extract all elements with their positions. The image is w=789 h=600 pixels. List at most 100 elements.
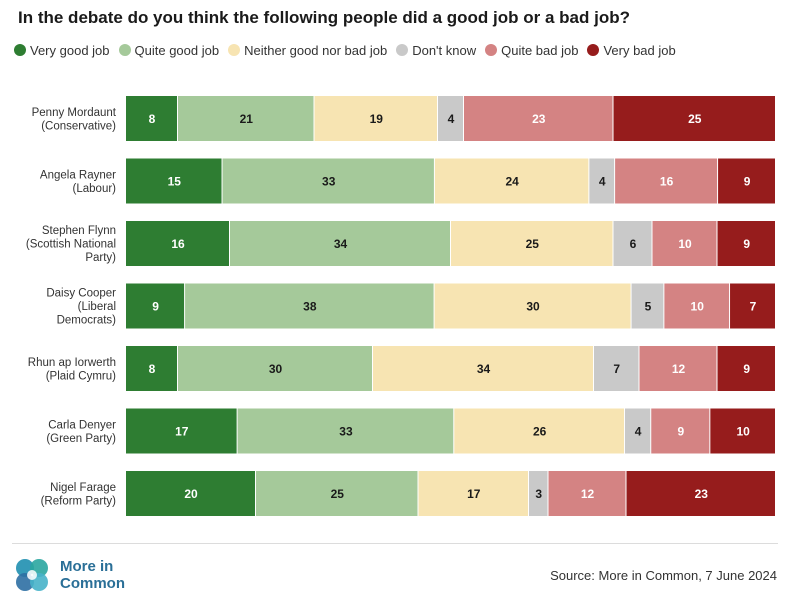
bar-row: 16 34 25 6 10 9 <box>126 221 775 266</box>
data-label: 19 <box>370 112 384 126</box>
bar-segment <box>126 471 255 516</box>
data-label: 17 <box>467 487 481 501</box>
bar-segment <box>126 96 177 141</box>
category-label-line: Rhun ap Iorwerth <box>28 357 116 369</box>
data-label: 23 <box>532 112 546 126</box>
data-label: 9 <box>744 175 751 189</box>
bar-segment <box>237 408 454 454</box>
bar-segment <box>178 96 314 141</box>
data-label: 7 <box>750 300 757 314</box>
bar-segment <box>230 221 450 266</box>
legend-label: Don't know <box>412 42 477 58</box>
bar-segment <box>652 221 717 266</box>
bar-row: 8 30 34 7 12 9 <box>126 346 775 391</box>
bar-segment <box>529 471 548 516</box>
category-label-line: (Liberal <box>78 301 116 313</box>
bar-row: 20 25 17 3 12 23 <box>126 471 775 516</box>
legend-item: Neither good nor bad job <box>228 43 387 58</box>
stacked-bar-chart: 8 21 19 4 23 25 Penny Mordaunt (Conservative) 15… <box>26 96 775 516</box>
data-label: 16 <box>171 237 185 251</box>
bar-segment <box>434 158 589 204</box>
data-label: 16 <box>660 175 674 189</box>
data-label: 12 <box>672 362 686 376</box>
legend-label: Quite good job <box>134 42 220 58</box>
data-label: 25 <box>688 112 702 126</box>
legend-item: Very bad job <box>587 42 676 58</box>
category-label-line: (Scottish National <box>26 239 116 251</box>
bar-segment <box>730 283 775 329</box>
category-label: Stephen Flynn (Scottish National Party) <box>26 225 116 264</box>
category-label: Nigel Farage (Reform Party) <box>41 482 117 508</box>
data-label: 33 <box>322 175 336 189</box>
data-label: 33 <box>339 425 353 439</box>
data-label: 24 <box>505 175 519 189</box>
legend-swatch <box>228 44 241 56</box>
data-label: 38 <box>303 300 317 314</box>
legend-label: Very bad job <box>603 42 676 58</box>
category-label-line: (Green Party) <box>46 433 116 445</box>
category-label-line: Nigel Farage <box>50 482 116 494</box>
data-label: 15 <box>168 175 182 189</box>
data-label: 9 <box>677 425 684 439</box>
bar-row: 8 21 19 4 23 25 <box>126 96 775 141</box>
data-label: 30 <box>526 300 540 314</box>
data-label: 6 <box>630 237 637 251</box>
data-label: 9 <box>743 362 750 376</box>
data-label: 21 <box>240 112 254 126</box>
data-label: 25 <box>526 237 540 251</box>
bar-segment <box>624 408 651 454</box>
category-label: Angela Rayner (Labour) <box>40 169 116 195</box>
bar-segment <box>438 96 463 141</box>
data-label: 34 <box>334 237 348 251</box>
bar-segment <box>256 471 418 516</box>
category-label: Daisy Cooper (Liberal Democrats) <box>46 288 116 327</box>
data-label: 17 <box>175 425 189 439</box>
category-label-line: (Reform Party) <box>41 495 117 507</box>
bar-segment <box>314 96 437 141</box>
legend-item: Don't know <box>396 43 476 58</box>
legend-label: Very good job <box>30 42 110 58</box>
category-label: Penny Mordaunt (Conservative) <box>32 107 117 133</box>
category-label: Rhun ap Iorwerth (Plaid Cymru) <box>28 357 116 383</box>
data-label: 7 <box>613 362 620 376</box>
bar-segment <box>126 221 229 266</box>
bar-row: 15 33 24 4 16 9 <box>126 158 775 204</box>
category-label-line: Democrats) <box>57 315 117 327</box>
bar-segment <box>613 96 775 141</box>
data-label: 4 <box>635 425 642 439</box>
legend-swatch <box>14 44 26 56</box>
data-label: 12 <box>581 487 595 501</box>
bar-segment <box>451 221 613 266</box>
data-label: 9 <box>743 237 750 251</box>
bar-segment <box>126 158 222 204</box>
data-label: 3 <box>535 487 542 501</box>
bar-segment <box>710 408 775 454</box>
category-label-line: (Conservative) <box>41 120 116 132</box>
category-label-line: Stephen Flynn <box>42 225 116 237</box>
data-label: 20 <box>184 487 198 501</box>
legend-label: Neither good nor bad job <box>244 42 388 58</box>
legend-swatch <box>396 44 409 56</box>
chart-title: In the debate do you think the following… <box>18 8 630 27</box>
data-label: 10 <box>736 425 750 439</box>
bar-segment <box>434 283 631 329</box>
category-label-line: (Plaid Cymru) <box>46 370 116 382</box>
legend-label: Quite bad job <box>501 42 579 58</box>
bar-segment <box>615 158 718 204</box>
bar-segment <box>464 96 613 141</box>
brand-logo: More in Common <box>12 555 140 595</box>
bar-segment <box>664 283 730 329</box>
bar-segment <box>126 408 237 454</box>
category-label: Carla Denyer (Green Party) <box>46 419 116 445</box>
bar-segment <box>651 408 710 454</box>
bar-segment <box>548 471 626 516</box>
bar-segment <box>178 346 372 391</box>
category-label-line: Angela Rayner <box>40 169 116 181</box>
bar-segment <box>126 283 185 329</box>
data-label: 4 <box>448 112 455 126</box>
bar-segment <box>373 346 593 391</box>
data-label: 26 <box>533 425 547 439</box>
source-note: Source: More in Common, 7 June 2024 <box>550 568 777 583</box>
data-label: 8 <box>149 362 156 376</box>
legend-swatch <box>485 44 498 56</box>
